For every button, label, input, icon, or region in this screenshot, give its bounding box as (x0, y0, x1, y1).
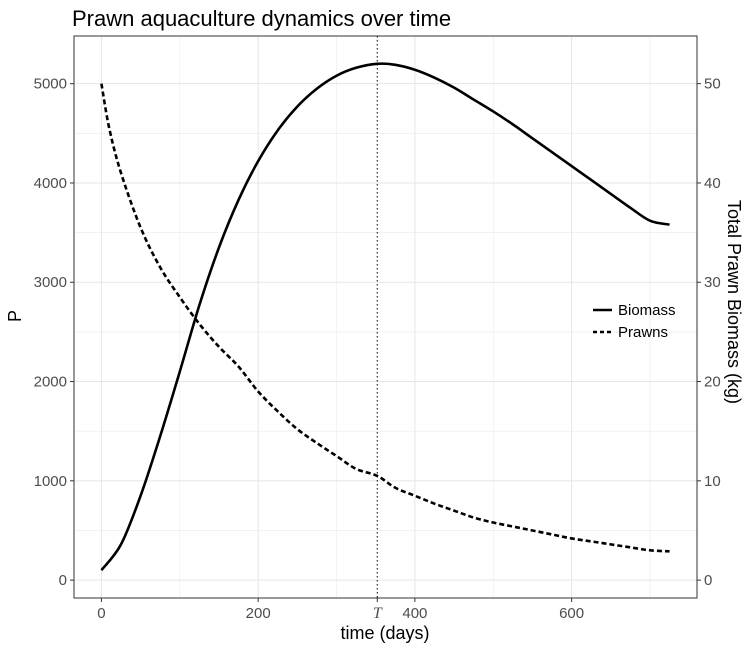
legend-biomass-label: Biomass (618, 302, 676, 319)
y-right-tick-label: 30 (704, 274, 721, 291)
y-axis-right-label: Total Prawn Biomass (kg) (724, 200, 744, 404)
x-tick-label: 0 (97, 605, 105, 622)
series-line-biomass (100, 62, 670, 572)
x-tick-label: 600 (559, 605, 584, 622)
y-left-tick-label: 3000 (34, 274, 67, 291)
grid (74, 36, 697, 598)
y-axis-left-label: P (5, 310, 25, 322)
plot-panel (73, 35, 698, 599)
chart-title: Prawn aquaculture dynamics over time (72, 6, 451, 31)
x-tick-label: 200 (246, 605, 271, 622)
legend: Biomass Prawns (593, 302, 676, 341)
y-right-tick-label: 20 (704, 374, 721, 391)
y-left-tick-label: 1000 (34, 473, 67, 490)
y-axis-right: 0 10 20 30 40 50 (697, 76, 721, 589)
legend-prawns-label: Prawns (618, 324, 668, 341)
y-left-tick-label: 2000 (34, 374, 67, 391)
x-tick-label: 400 (402, 605, 427, 622)
y-axis-left: 0 1000 2000 3000 4000 5000 (34, 76, 74, 589)
y-left-tick-label: 4000 (34, 175, 67, 192)
series-line-prawns (100, 83, 670, 553)
y-left-tick-label: 0 (59, 572, 67, 589)
y-right-tick-label: 0 (704, 572, 712, 589)
y-right-tick-label: 50 (704, 76, 721, 93)
series-group (100, 62, 670, 572)
y-left-tick-label: 5000 (34, 76, 67, 93)
harvest-time-tick-label: T (373, 605, 383, 622)
x-axis-label: time (days) (340, 623, 429, 643)
y-right-tick-label: 40 (704, 175, 721, 192)
y-right-tick-label: 10 (704, 473, 721, 490)
x-axis: 0 200 400 600 (97, 598, 584, 622)
